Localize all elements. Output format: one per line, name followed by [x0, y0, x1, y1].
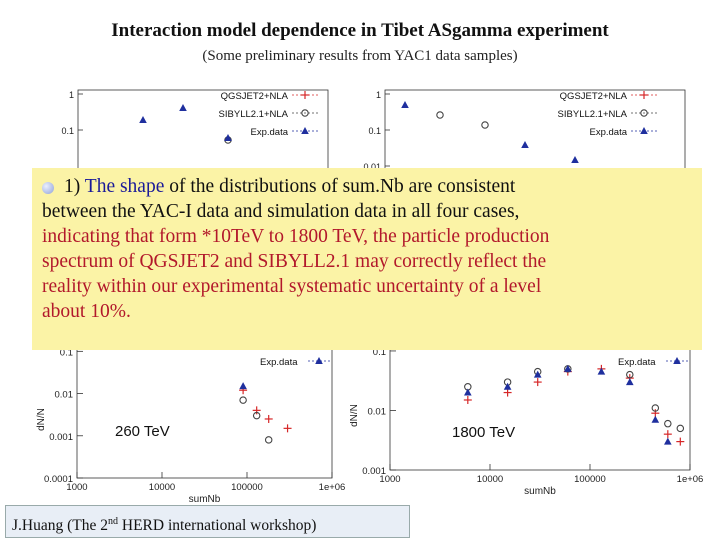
data-point [677, 425, 683, 431]
legend-marker [640, 91, 648, 99]
data-point [534, 378, 542, 386]
x-tick-label: 1000 [379, 474, 400, 485]
data-point [571, 156, 579, 163]
conclusion-line-6: about 10%. [42, 299, 692, 324]
legend-marker [301, 91, 309, 99]
x-tick-label: 100000 [231, 482, 263, 493]
conclusion-line-5: reality within our experimental systemat… [42, 274, 692, 299]
data-point [240, 397, 246, 403]
conclusion-box: 1) The shape of the distributions of sum… [32, 168, 702, 350]
legend-marker [673, 357, 681, 364]
y-tick-label: 0.1 [368, 126, 381, 136]
data-point [664, 438, 672, 445]
y-tick-label: 0.01 [55, 390, 74, 401]
chart-top-left: 1 0.1 QGSJET2+NLA SIBYLL2.1+NLA Exp.data [38, 85, 338, 175]
x-tick-label: 1e+06 [319, 482, 346, 493]
y-tick-label: 0.1 [61, 126, 74, 136]
legend-marker [315, 357, 323, 364]
x-tick-label: 10000 [477, 474, 503, 485]
x-axis-label: sumNb [189, 494, 221, 505]
data-point [239, 382, 247, 389]
highlight-text: The shape [85, 176, 165, 197]
x-axis-label: sumNb [524, 486, 556, 495]
x-tick-label: 1e+06 [677, 474, 704, 485]
x-tick-label: 100000 [574, 474, 606, 485]
data-point [401, 101, 409, 108]
data-point [521, 141, 529, 148]
data-point [265, 415, 273, 423]
footer-suffix: HERD international workshop) [122, 517, 317, 534]
y-tick-label: 0.01 [368, 406, 387, 417]
data-point [676, 438, 684, 446]
conclusion-line-1: of the distributions of sum.Nb are consi… [169, 176, 515, 197]
slide-title: Interaction model dependence in Tibet AS… [0, 20, 720, 42]
data-point [437, 112, 443, 118]
footer-prefix: J.Huang (The 2 [12, 517, 108, 534]
data-point [652, 416, 660, 423]
data-point [284, 424, 292, 432]
x-tick-label: 1000 [66, 482, 87, 493]
y-tick-label: 1 [376, 90, 381, 100]
legend-label: QGSJET2+NLA [221, 91, 289, 102]
y-tick-label: 1 [69, 90, 74, 100]
footer-credit: J.Huang (The 2nd HERD international work… [5, 505, 410, 538]
plot-frame [385, 90, 685, 175]
bullet-icon [42, 182, 54, 194]
legend-label: QGSJET2+NLA [560, 91, 628, 102]
x-tick-label: 10000 [149, 482, 175, 493]
bullet-number: 1) [64, 176, 80, 197]
data-point [665, 420, 671, 426]
legend-label: Exp.data [260, 357, 298, 368]
data-point [265, 437, 271, 443]
data-point [179, 104, 187, 111]
y-tick-label: 0.001 [49, 432, 73, 443]
energy-label-260: 260 TeV [115, 423, 170, 440]
data-point [664, 430, 672, 438]
conclusion-line-4: spectrum of QGSJET2 and SIBYLL2.1 may co… [42, 249, 692, 274]
data-point [482, 122, 488, 128]
energy-label-1800: 1800 TeV [452, 424, 515, 441]
footer-sup: nd [108, 516, 118, 527]
legend-label: Exp.data [618, 357, 656, 368]
legend-label: SIBYLL2.1+NLA [219, 109, 289, 120]
data-point [139, 116, 147, 123]
data-point [464, 389, 472, 396]
slide-subtitle: (Some preliminary results from YAC1 data… [0, 48, 720, 65]
legend-marker [301, 127, 309, 134]
y-axis-label: dN/N [350, 404, 360, 427]
plot-frame [78, 90, 328, 175]
legend-label: Exp.data [590, 127, 628, 138]
data-point [464, 396, 472, 404]
conclusion-line-3: indicating that form *10TeV to 1800 TeV,… [42, 224, 692, 249]
legend-label: Exp.data [251, 127, 289, 138]
conclusion-line-2: between the YAC-I data and simulation da… [42, 199, 692, 224]
data-point [626, 378, 634, 385]
y-axis-label: dN/N [36, 408, 47, 431]
legend-label: SIBYLL2.1+NLA [558, 109, 628, 120]
legend-marker [640, 127, 648, 134]
